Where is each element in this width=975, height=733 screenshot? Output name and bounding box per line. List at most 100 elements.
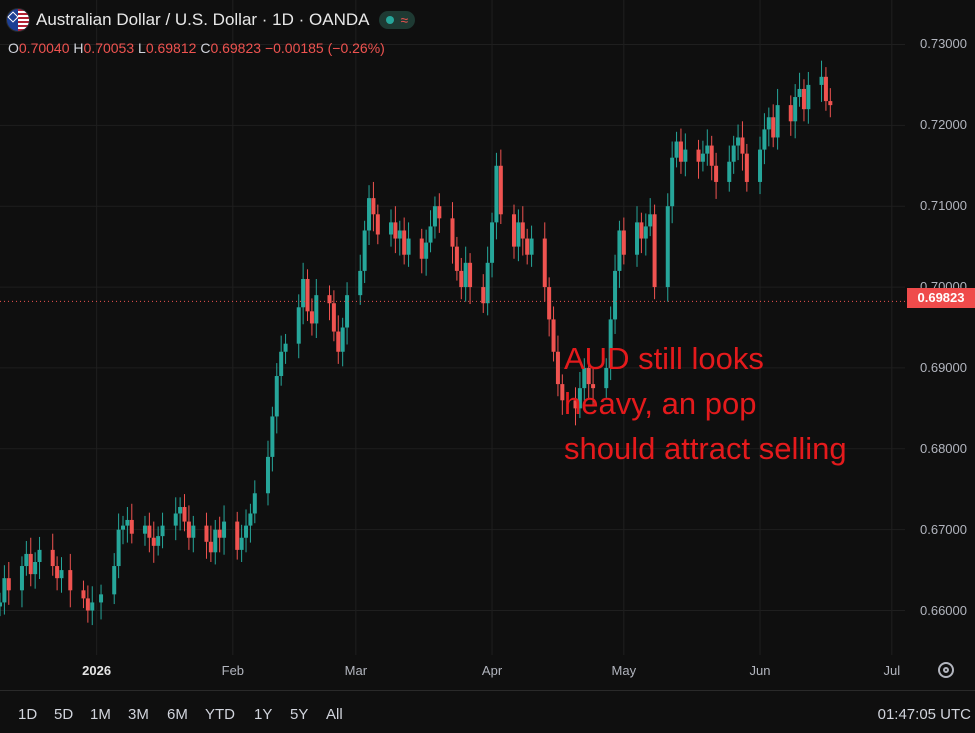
candle-body	[397, 230, 402, 239]
candle-body	[301, 278, 306, 308]
clock[interactable]: 01:47:05 UTC	[877, 706, 971, 723]
candle-body	[406, 238, 411, 255]
candle-body	[208, 541, 213, 553]
candle-body	[279, 351, 284, 377]
range-button-ytd[interactable]: YTD	[205, 706, 235, 723]
candle-body	[481, 287, 486, 304]
candle-body	[674, 141, 679, 158]
range-button-1y[interactable]: 1Y	[254, 706, 273, 723]
candle-body	[450, 218, 455, 247]
time-tick-label: Mar	[344, 663, 368, 678]
candle-body	[736, 137, 741, 146]
candle-body	[670, 157, 675, 207]
candle-body	[547, 287, 552, 320]
candle-body	[59, 570, 64, 579]
candle-body	[573, 400, 578, 409]
candle-body	[727, 161, 732, 182]
candle-body	[665, 206, 670, 288]
candle-body	[90, 602, 95, 611]
candle-body	[621, 230, 626, 255]
range-button-1m[interactable]: 1M	[90, 706, 111, 723]
candle-body	[371, 198, 376, 215]
candle-body	[217, 529, 222, 538]
candle-body	[314, 295, 319, 324]
candle-body	[402, 230, 407, 255]
candle-body	[577, 388, 582, 409]
candle-body	[0, 602, 2, 607]
candle-body	[424, 242, 429, 259]
annotation-text: AUD still looks heavy, an pop should att…	[564, 341, 847, 466]
candle-body	[239, 537, 244, 550]
candle-body	[24, 553, 29, 567]
high-value: 0.70053	[83, 40, 135, 56]
range-button-1d[interactable]: 1D	[18, 706, 38, 723]
candle-body	[367, 198, 372, 231]
candle-body	[142, 525, 147, 534]
candle-body	[700, 153, 705, 162]
price-tick-label: 0.69000	[920, 359, 967, 375]
change-value: −0.00185 (−0.26%)	[264, 40, 385, 56]
candle-body	[309, 311, 314, 324]
candle-body	[160, 525, 165, 537]
candle-body	[744, 153, 749, 182]
candle-body	[6, 578, 11, 591]
range-button-5d[interactable]: 5D	[54, 706, 74, 723]
candle-body	[178, 507, 183, 514]
candle-body	[828, 101, 833, 106]
candle-body	[222, 521, 227, 538]
range-button-6m[interactable]: 6M	[167, 706, 188, 723]
candle-body	[393, 222, 398, 239]
candle-body	[604, 367, 609, 389]
candle-body	[156, 536, 161, 546]
time-tick-label: Apr	[481, 663, 503, 678]
last-price-tag: 0.69823	[907, 288, 975, 308]
candle-body	[248, 513, 253, 526]
candle-body	[683, 149, 688, 162]
candle-body	[740, 137, 745, 154]
candle-body	[358, 270, 363, 296]
market-status-pill[interactable]: ≈	[379, 11, 416, 29]
candle-body	[582, 367, 587, 389]
candle-body	[454, 246, 459, 271]
candle-body	[340, 327, 345, 352]
candle-body	[516, 222, 521, 247]
wave-icon: ≈	[400, 12, 409, 28]
settings-gear-icon[interactable]	[938, 662, 954, 678]
range-button-3m[interactable]: 3M	[128, 706, 149, 723]
candle-body	[112, 566, 117, 595]
candle-body	[50, 549, 55, 567]
candle-body	[468, 262, 473, 288]
open-value: 0.70040	[18, 40, 70, 56]
candle-body	[648, 214, 653, 227]
candle-body	[345, 295, 350, 328]
range-button-all[interactable]: All	[326, 706, 343, 723]
time-tick-label: May	[611, 663, 637, 678]
candle-body	[99, 594, 104, 603]
candle-body	[652, 214, 657, 288]
time-tick-label: Jun	[749, 663, 771, 678]
aud-usd-flag-icon	[6, 8, 30, 32]
candle-body	[762, 129, 767, 150]
candle-body	[419, 238, 424, 259]
time-tick-label: Feb	[221, 663, 245, 678]
open-label: O	[8, 40, 19, 56]
candle-body	[428, 226, 433, 243]
candle-body	[129, 519, 134, 534]
candle-body	[331, 303, 336, 332]
candle-body	[2, 578, 7, 603]
symbol-title[interactable]: Australian Dollar / U.S. Dollar · 1D · O…	[36, 10, 370, 29]
candle-body	[490, 222, 495, 263]
candle-body	[758, 149, 763, 182]
candle-body	[797, 88, 802, 98]
candle-body	[520, 222, 525, 239]
candle-body	[388, 222, 393, 235]
candle-body	[182, 507, 187, 522]
candle-body	[55, 566, 60, 579]
candlestick-chart[interactable]	[0, 0, 975, 690]
candle-body	[85, 598, 90, 611]
low-label: L	[138, 40, 146, 56]
range-button-5y[interactable]: 5Y	[290, 706, 309, 723]
candle-body	[771, 117, 776, 138]
candle-body	[525, 238, 530, 255]
